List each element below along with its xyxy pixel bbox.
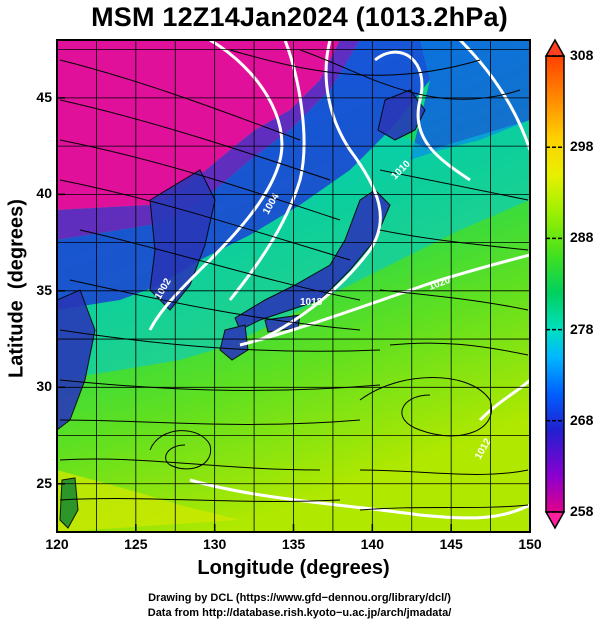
streamline <box>69 279 361 331</box>
streamline <box>359 504 529 511</box>
hokkaido-island <box>377 89 426 141</box>
plot-area: 1002 1004 1010 1018 1020 1012 <box>57 40 530 532</box>
figure-title: MSM 12Z14Jan2024 (1013.2hPa) <box>91 2 508 32</box>
streamline <box>59 59 301 141</box>
isobar-6 <box>239 253 530 347</box>
grid-lines <box>57 40 530 532</box>
streamline <box>79 229 361 301</box>
isobar-1 <box>148 40 284 331</box>
streamline <box>59 99 331 181</box>
warm-region-southwest <box>57 470 240 532</box>
kyushu-island <box>219 324 249 361</box>
taiwan-island <box>59 477 79 529</box>
credit-data-source: Data from http://database.rish.kyoto−u.a… <box>147 607 452 619</box>
x-tick-label: 150 <box>518 536 542 552</box>
colorbar-min-triangle <box>544 511 566 530</box>
colorbar-max-triangle <box>544 38 566 57</box>
y-tick-label: 30 <box>36 378 52 395</box>
streamline <box>59 498 341 502</box>
colorbar-tick-label: 298 <box>570 138 594 155</box>
streamline <box>59 179 351 261</box>
coastlines <box>57 89 426 529</box>
colorbar-tick-label: 308 <box>570 47 594 63</box>
x-tick-label: 120 <box>45 536 69 552</box>
isobar-3 <box>259 40 382 342</box>
x-tick-label: 145 <box>439 536 463 552</box>
x-axis-label: Longitude (degrees) <box>197 557 390 579</box>
streamline <box>59 329 381 352</box>
y-tick-label: 40 <box>36 185 52 202</box>
colorbar-body <box>545 55 565 513</box>
isobars <box>148 40 530 520</box>
streamline <box>379 229 529 251</box>
x-tick-label: 130 <box>202 536 227 552</box>
tick-marks <box>56 97 531 532</box>
streamline-eddy-east <box>359 377 493 437</box>
streamline <box>59 139 341 221</box>
y-axis-label: Latitude (degrees) <box>5 199 28 378</box>
x-tick-label: 140 <box>360 536 384 552</box>
contour-label: 1018 <box>300 297 323 308</box>
colorbar-tick-label: 288 <box>570 229 594 246</box>
streamline <box>59 379 381 391</box>
honshu-island <box>234 189 391 331</box>
streamline <box>359 469 529 475</box>
colorbar-ticks <box>546 55 564 513</box>
isobar-4 <box>374 50 471 182</box>
isobar-7 <box>189 478 530 520</box>
streamline <box>379 169 529 201</box>
colorbar-tick-label: 268 <box>570 411 594 428</box>
y-tick-label: 25 <box>36 474 52 491</box>
china-coast <box>57 289 96 431</box>
isobar-5 <box>458 40 530 151</box>
isobar-2 <box>228 40 306 301</box>
colorbar <box>544 38 566 530</box>
cold-band-purple <box>57 40 360 240</box>
streamline <box>229 49 481 76</box>
colorbar-tick-label: 258 <box>570 503 594 519</box>
y-tick-label: 35 <box>36 281 52 298</box>
cold-region-continent <box>57 40 340 210</box>
x-tick-label: 125 <box>124 536 148 552</box>
colorbar-tick-label: 278 <box>570 320 594 337</box>
streamline <box>379 289 529 311</box>
credit-drawing: Drawing by DCL (https://www.gfd−dennou.o… <box>148 592 451 604</box>
streamline-eddy-west <box>149 430 212 470</box>
x-tick-label: 135 <box>281 536 306 552</box>
streamline <box>59 458 321 471</box>
y-tick-label: 45 <box>36 88 52 105</box>
streamline <box>59 419 361 425</box>
isobar-8 <box>478 378 530 422</box>
streamline <box>389 342 529 356</box>
